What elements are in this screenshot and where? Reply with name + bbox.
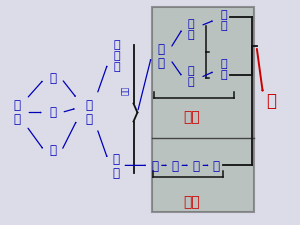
Text: 宋: 宋 [151,160,158,173]
Text: 前秦: 前秦 [121,85,130,95]
Text: 东
晋: 东 晋 [113,153,120,180]
Text: 西
魏: 西 魏 [188,66,194,87]
Text: 齐: 齐 [171,160,178,173]
Text: 西
晋: 西 晋 [85,99,92,126]
Text: 南朝: 南朝 [183,196,200,209]
Text: 蜀: 蜀 [49,106,56,119]
Text: 北
周: 北 周 [220,59,227,80]
Text: 东
汉: 东 汉 [13,99,20,126]
Text: 隙: 隙 [266,92,277,110]
Text: 魏: 魏 [49,72,56,85]
Text: 梁: 梁 [192,160,199,173]
Text: 北
齐: 北 齐 [220,10,227,31]
Text: 十
六
国: 十 六 国 [113,40,120,72]
Text: 北
魏: 北 魏 [157,43,164,70]
FancyBboxPatch shape [152,7,254,211]
Text: 东
魏: 东 魏 [188,19,194,40]
Text: 吴: 吴 [49,144,56,157]
Text: 北朝: 北朝 [183,110,200,124]
Text: 陳: 陳 [212,160,220,173]
